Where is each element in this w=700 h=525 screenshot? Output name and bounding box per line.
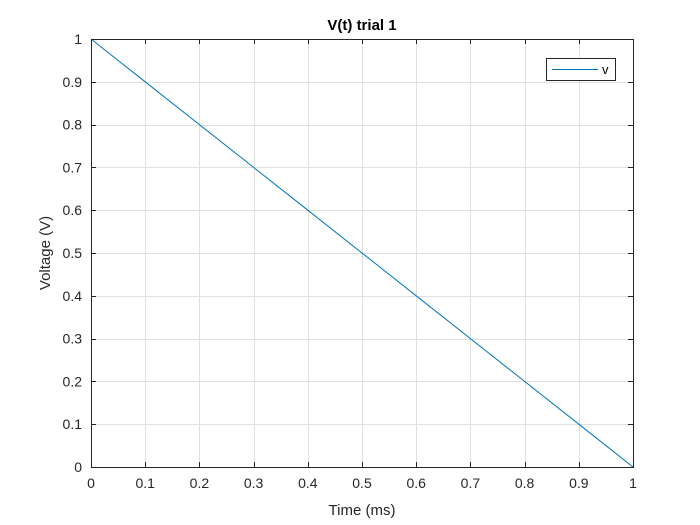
y-tick-label: 0.9 <box>63 74 83 90</box>
x-tick-label: 0 <box>87 475 95 491</box>
x-axis-label: Time (ms) <box>329 502 396 519</box>
y-tick-label: 1 <box>74 31 82 47</box>
x-tick-label: 0.4 <box>298 475 318 491</box>
series-line-v <box>90 38 634 468</box>
y-tick-label: 0.7 <box>63 159 83 175</box>
legend-entry-label: v <box>602 62 609 77</box>
y-tick-label: 0.3 <box>63 331 83 347</box>
ticks: 0 0.1 0.2 0.3 0.4 0.5 0.6 0.7 0.8 0.9 1 0 0.1 0.2 0.3 0… <box>63 31 638 491</box>
x-tick-label: 0.2 <box>190 475 210 491</box>
x-tick-label: 0.9 <box>569 475 589 491</box>
y-tick-label: 0.2 <box>63 373 83 389</box>
series-layer <box>90 38 634 468</box>
y-tick-label: 0.1 <box>63 416 83 432</box>
x-tick-label: 0.1 <box>135 475 155 491</box>
x-tick-label: 0.5 <box>352 475 372 491</box>
x-tick-label: 0.7 <box>461 475 481 491</box>
x-tick-label: 0.3 <box>244 475 264 491</box>
y-tick-label: 0.4 <box>63 288 83 304</box>
y-tick-label: 0 <box>74 459 82 475</box>
y-tick-label: 0.8 <box>63 117 83 133</box>
x-tick-label: 1 <box>629 475 637 491</box>
chart-title: V(t) trial 1 <box>327 17 396 34</box>
x-tick-label: 0.8 <box>515 475 535 491</box>
y-tick-label: 0.5 <box>63 245 83 261</box>
legend: v <box>546 58 616 81</box>
y-axis-label: Voltage (V) <box>37 216 54 290</box>
y-tick-label: 0.6 <box>63 202 83 218</box>
x-tick-label: 0.6 <box>406 475 426 491</box>
